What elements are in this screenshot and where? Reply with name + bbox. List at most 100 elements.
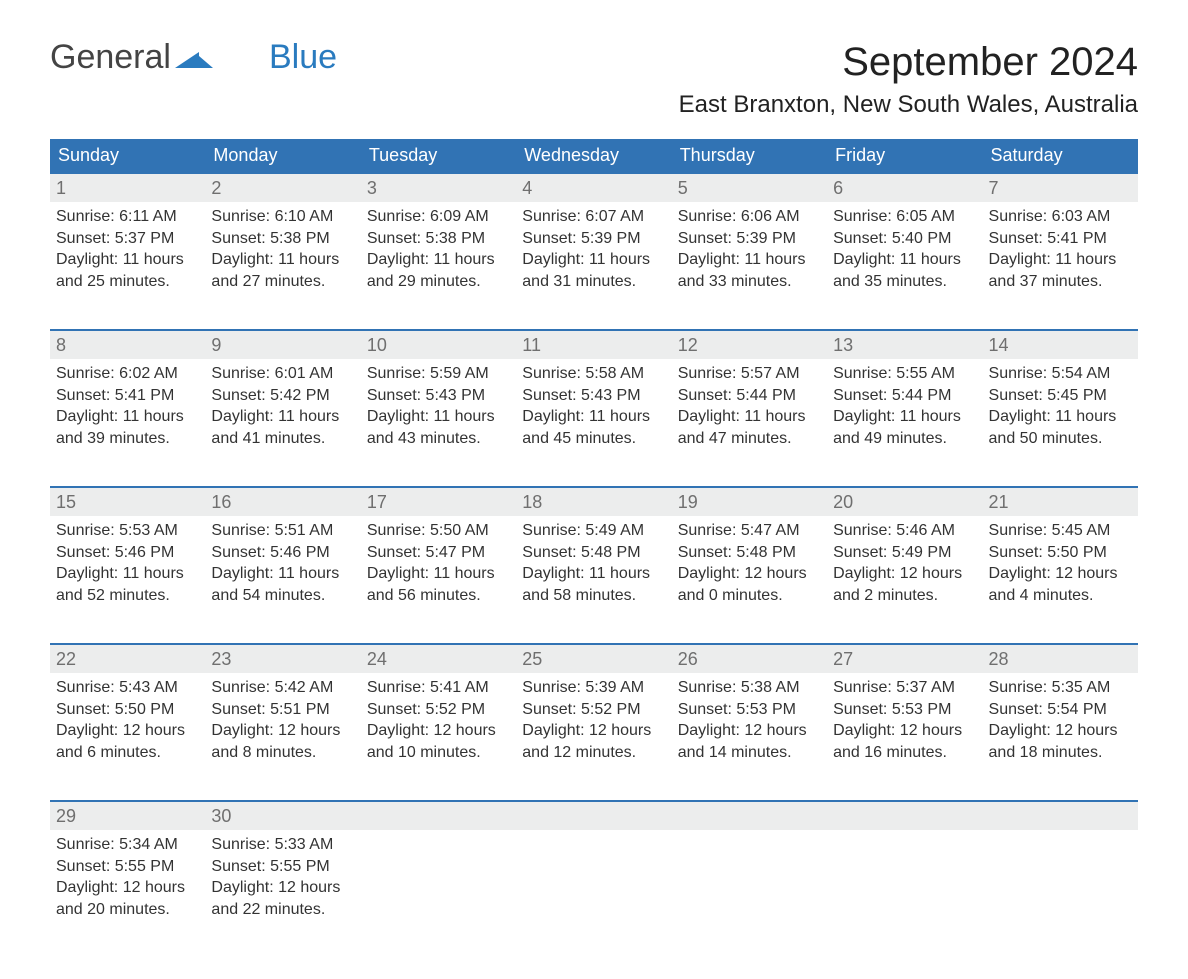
data-row: Sunrise: 6:11 AMSunset: 5:37 PMDaylight:… bbox=[50, 202, 1138, 311]
daylight-text-2: and 6 minutes. bbox=[56, 742, 199, 764]
title-block: September 2024 East Branxton, New South … bbox=[679, 40, 1138, 131]
daylight-text-1: Daylight: 11 hours bbox=[989, 406, 1132, 428]
day-data-cell bbox=[672, 830, 827, 939]
daylight-text-2: and 56 minutes. bbox=[367, 585, 510, 607]
daylight-text-2: and 49 minutes. bbox=[833, 428, 976, 450]
calendar-table: Sunday Monday Tuesday Wednesday Thursday… bbox=[50, 139, 1138, 939]
sunrise-text: Sunrise: 5:57 AM bbox=[678, 363, 821, 385]
sunset-text: Sunset: 5:53 PM bbox=[678, 699, 821, 721]
day-data-cell: Sunrise: 5:58 AMSunset: 5:43 PMDaylight:… bbox=[516, 359, 671, 468]
data-row: Sunrise: 5:34 AMSunset: 5:55 PMDaylight:… bbox=[50, 830, 1138, 939]
sunset-text: Sunset: 5:51 PM bbox=[211, 699, 354, 721]
sunrise-text: Sunrise: 5:43 AM bbox=[56, 677, 199, 699]
day-number-cell: 8 bbox=[50, 330, 205, 359]
day-number-cell: 29 bbox=[50, 801, 205, 830]
location-text: East Branxton, New South Wales, Australi… bbox=[679, 91, 1138, 119]
day-number-cell: 14 bbox=[983, 330, 1138, 359]
day-data-cell: Sunrise: 5:42 AMSunset: 5:51 PMDaylight:… bbox=[205, 673, 360, 782]
sunset-text: Sunset: 5:41 PM bbox=[56, 385, 199, 407]
header-saturday: Saturday bbox=[983, 139, 1138, 173]
day-data-cell: Sunrise: 6:01 AMSunset: 5:42 PMDaylight:… bbox=[205, 359, 360, 468]
sunrise-text: Sunrise: 5:59 AM bbox=[367, 363, 510, 385]
daylight-text-1: Daylight: 12 hours bbox=[211, 720, 354, 742]
header-row: Sunday Monday Tuesday Wednesday Thursday… bbox=[50, 139, 1138, 173]
daylight-text-1: Daylight: 11 hours bbox=[522, 406, 665, 428]
header-wednesday: Wednesday bbox=[516, 139, 671, 173]
day-data-cell: Sunrise: 6:02 AMSunset: 5:41 PMDaylight:… bbox=[50, 359, 205, 468]
sunrise-text: Sunrise: 6:06 AM bbox=[678, 206, 821, 228]
daylight-text-2: and 10 minutes. bbox=[367, 742, 510, 764]
daylight-text-2: and 31 minutes. bbox=[522, 271, 665, 293]
daylight-text-1: Daylight: 11 hours bbox=[211, 249, 354, 271]
daylight-text-1: Daylight: 11 hours bbox=[56, 563, 199, 585]
sunrise-text: Sunrise: 5:53 AM bbox=[56, 520, 199, 542]
daylight-text-2: and 58 minutes. bbox=[522, 585, 665, 607]
day-data-cell: Sunrise: 6:11 AMSunset: 5:37 PMDaylight:… bbox=[50, 202, 205, 311]
sunset-text: Sunset: 5:49 PM bbox=[833, 542, 976, 564]
sunrise-text: Sunrise: 5:45 AM bbox=[989, 520, 1132, 542]
daylight-text-2: and 4 minutes. bbox=[989, 585, 1132, 607]
daylight-text-1: Daylight: 11 hours bbox=[211, 563, 354, 585]
sunset-text: Sunset: 5:37 PM bbox=[56, 228, 199, 250]
day-data-cell: Sunrise: 5:54 AMSunset: 5:45 PMDaylight:… bbox=[983, 359, 1138, 468]
day-data-cell: Sunrise: 5:45 AMSunset: 5:50 PMDaylight:… bbox=[983, 516, 1138, 625]
daylight-text-1: Daylight: 12 hours bbox=[678, 720, 821, 742]
header-thursday: Thursday bbox=[672, 139, 827, 173]
day-data-cell: Sunrise: 5:37 AMSunset: 5:53 PMDaylight:… bbox=[827, 673, 982, 782]
day-number-cell: 6 bbox=[827, 173, 982, 202]
daylight-text-1: Daylight: 11 hours bbox=[522, 563, 665, 585]
sunrise-text: Sunrise: 5:55 AM bbox=[833, 363, 976, 385]
day-data-cell bbox=[516, 830, 671, 939]
month-title: September 2024 bbox=[679, 40, 1138, 85]
day-number-cell: 30 bbox=[205, 801, 360, 830]
sunset-text: Sunset: 5:38 PM bbox=[211, 228, 354, 250]
day-data-cell: Sunrise: 6:09 AMSunset: 5:38 PMDaylight:… bbox=[361, 202, 516, 311]
daylight-text-2: and 14 minutes. bbox=[678, 742, 821, 764]
day-number-cell: 3 bbox=[361, 173, 516, 202]
header-friday: Friday bbox=[827, 139, 982, 173]
day-number-cell: 17 bbox=[361, 487, 516, 516]
day-number-cell: 21 bbox=[983, 487, 1138, 516]
day-number-cell: 12 bbox=[672, 330, 827, 359]
daylight-text-1: Daylight: 12 hours bbox=[678, 563, 821, 585]
sunset-text: Sunset: 5:44 PM bbox=[833, 385, 976, 407]
sunrise-text: Sunrise: 5:37 AM bbox=[833, 677, 976, 699]
daylight-text-1: Daylight: 12 hours bbox=[211, 877, 354, 899]
sunrise-text: Sunrise: 5:58 AM bbox=[522, 363, 665, 385]
daynum-row: 1234567 bbox=[50, 173, 1138, 202]
sunrise-text: Sunrise: 5:51 AM bbox=[211, 520, 354, 542]
sunset-text: Sunset: 5:48 PM bbox=[522, 542, 665, 564]
daylight-text-1: Daylight: 11 hours bbox=[833, 406, 976, 428]
daylight-text-2: and 37 minutes. bbox=[989, 271, 1132, 293]
day-data-cell: Sunrise: 5:51 AMSunset: 5:46 PMDaylight:… bbox=[205, 516, 360, 625]
logo-mark-icon bbox=[175, 40, 213, 74]
daylight-text-1: Daylight: 12 hours bbox=[989, 563, 1132, 585]
day-number-cell: 18 bbox=[516, 487, 671, 516]
sunrise-text: Sunrise: 6:01 AM bbox=[211, 363, 354, 385]
daylight-text-1: Daylight: 11 hours bbox=[367, 249, 510, 271]
day-data-cell: Sunrise: 5:47 AMSunset: 5:48 PMDaylight:… bbox=[672, 516, 827, 625]
sunrise-text: Sunrise: 5:34 AM bbox=[56, 834, 199, 856]
sunset-text: Sunset: 5:41 PM bbox=[989, 228, 1132, 250]
daylight-text-1: Daylight: 11 hours bbox=[367, 563, 510, 585]
sunrise-text: Sunrise: 5:39 AM bbox=[522, 677, 665, 699]
sunrise-text: Sunrise: 6:09 AM bbox=[367, 206, 510, 228]
sunset-text: Sunset: 5:38 PM bbox=[367, 228, 510, 250]
sunset-text: Sunset: 5:53 PM bbox=[833, 699, 976, 721]
day-data-cell: Sunrise: 6:10 AMSunset: 5:38 PMDaylight:… bbox=[205, 202, 360, 311]
daylight-text-2: and 35 minutes. bbox=[833, 271, 976, 293]
day-data-cell: Sunrise: 5:53 AMSunset: 5:46 PMDaylight:… bbox=[50, 516, 205, 625]
day-number-cell: 1 bbox=[50, 173, 205, 202]
day-number-cell: 20 bbox=[827, 487, 982, 516]
data-row: Sunrise: 6:02 AMSunset: 5:41 PMDaylight:… bbox=[50, 359, 1138, 468]
sunset-text: Sunset: 5:54 PM bbox=[989, 699, 1132, 721]
daylight-text-2: and 25 minutes. bbox=[56, 271, 199, 293]
daylight-text-1: Daylight: 11 hours bbox=[367, 406, 510, 428]
day-number-cell: 23 bbox=[205, 644, 360, 673]
day-number-cell: 27 bbox=[827, 644, 982, 673]
daylight-text-1: Daylight: 12 hours bbox=[367, 720, 510, 742]
daylight-text-1: Daylight: 12 hours bbox=[833, 720, 976, 742]
sunset-text: Sunset: 5:50 PM bbox=[56, 699, 199, 721]
day-number-cell: 16 bbox=[205, 487, 360, 516]
sunrise-text: Sunrise: 5:54 AM bbox=[989, 363, 1132, 385]
